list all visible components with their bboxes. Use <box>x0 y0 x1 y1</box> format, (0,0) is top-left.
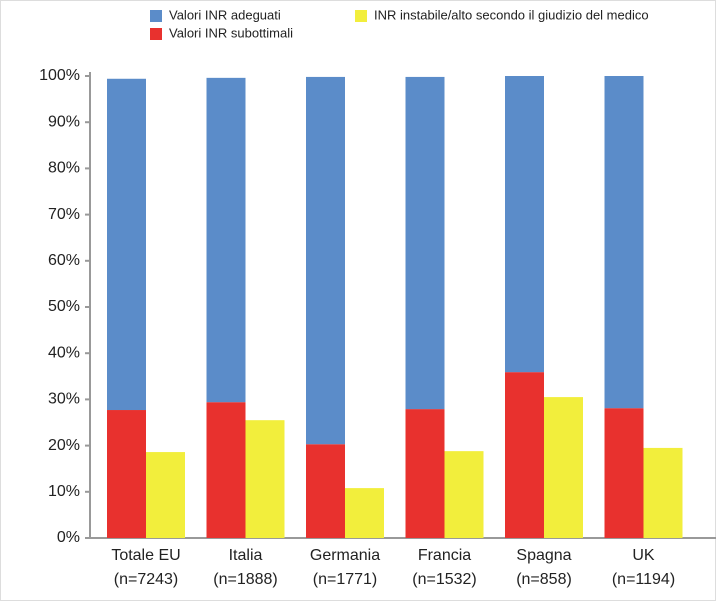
bar <box>206 77 246 403</box>
x-tick-label: (n=1888) <box>213 571 278 588</box>
bar <box>146 452 185 538</box>
bar <box>405 76 445 410</box>
x-tick-label: (n=1771) <box>313 571 378 588</box>
bar <box>306 444 345 538</box>
bar <box>405 409 445 538</box>
y-tick-label: 40% <box>48 344 80 361</box>
bar <box>505 76 544 373</box>
x-tick-label: (n=1194) <box>612 571 675 588</box>
x-tick-label: Totale EU <box>111 547 180 564</box>
bar <box>604 76 644 409</box>
bar <box>306 76 345 445</box>
y-tick-label: 80% <box>48 160 80 177</box>
legend-swatch <box>355 10 367 22</box>
bar <box>107 78 146 411</box>
x-tick-label: (n=858) <box>516 571 572 588</box>
y-tick-label: 0% <box>57 529 80 546</box>
x-tick-label: Germania <box>310 547 380 564</box>
bar <box>643 447 683 538</box>
y-tick-label: 70% <box>48 206 80 223</box>
bar <box>345 488 384 538</box>
y-tick-label: 30% <box>48 391 80 408</box>
x-tick-label: (n=1532) <box>412 571 477 588</box>
bar <box>544 397 583 538</box>
legend-label: Valori INR subottimali <box>169 25 293 40</box>
bar <box>107 410 146 538</box>
y-tick-label: 20% <box>48 437 80 454</box>
x-tick-label: (n=7243) <box>114 571 179 588</box>
x-tick-label: Spagna <box>516 547 571 564</box>
bar <box>505 372 544 538</box>
y-tick-label: 90% <box>48 113 80 130</box>
legend-swatch <box>150 28 162 40</box>
y-tick-label: 10% <box>48 483 80 500</box>
legend-label: Valori INR adeguati <box>169 7 281 22</box>
legend-label: INR instabile/alto secondo il giudizio d… <box>374 7 649 22</box>
y-tick-label: 50% <box>48 298 80 315</box>
bar <box>206 402 246 538</box>
bar <box>245 420 285 538</box>
y-tick-label: 60% <box>48 252 80 269</box>
x-tick-label: UK <box>632 547 655 564</box>
bar <box>604 408 644 538</box>
x-tick-label: Italia <box>229 547 263 564</box>
y-tick-label: 100% <box>39 67 80 84</box>
x-tick-label: Francia <box>418 547 471 564</box>
bar <box>444 451 484 538</box>
legend-swatch <box>150 10 162 22</box>
